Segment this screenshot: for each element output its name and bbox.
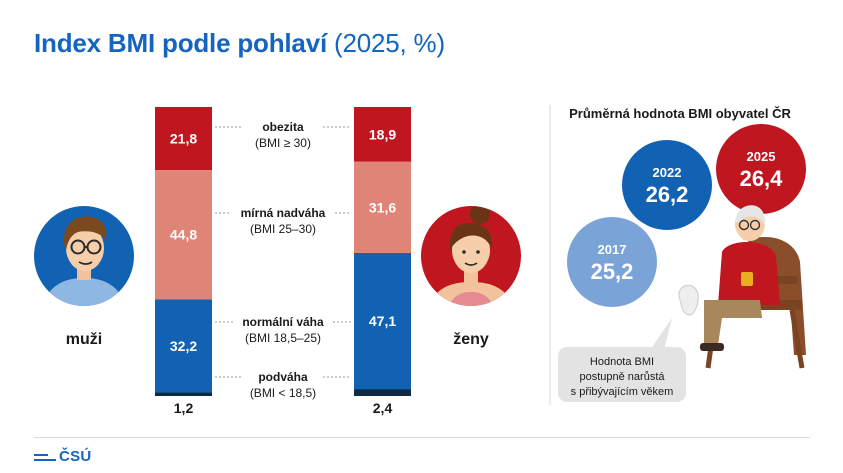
speech-note: Hodnota BMI postupně narůstá s přibývají… [558, 318, 686, 402]
title-suffix: (2025, %) [334, 28, 445, 58]
bar-nadvaha-1 [354, 161, 411, 253]
average-title: Průměrná hodnota BMI obyvatel ČR [569, 106, 791, 121]
value-label-normalni-0: 32,2 [170, 338, 197, 354]
category-range-podvaha: (BMI < 18,5) [250, 386, 316, 400]
bubble-2025 [716, 124, 806, 214]
bubble-2017 [567, 217, 657, 307]
value-label-normalni-1: 47,1 [369, 313, 396, 329]
page-title: Index BMI podle pohlaví (2025, %) [34, 28, 445, 59]
bar-normalni-0 [155, 299, 212, 393]
bubble-value-2025: 26,4 [740, 166, 784, 191]
bar-obezita-1 [354, 107, 411, 162]
bubble-year-2022: 2022 [653, 165, 682, 180]
grandpa-illustration [678, 205, 806, 369]
category-range-normalni: (BMI 18,5–25) [245, 331, 321, 345]
category-range-obezita: (BMI ≥ 30) [255, 136, 311, 150]
csu-logo: ČSÚ [34, 446, 92, 466]
man-avatar: muži [34, 206, 134, 348]
bubble-value-2017: 25,2 [591, 259, 634, 284]
bar-podvaha-0 [155, 392, 212, 396]
category-labels: podváha (BMI < 18,5) normální váha (BMI 18,… [215, 120, 351, 400]
bar-nadvaha-0 [155, 170, 212, 300]
note-line-2: postupně narůstá [579, 371, 665, 383]
bar-normalni-1 [354, 252, 411, 390]
category-range-nadvaha: (BMI 25–30) [250, 222, 316, 236]
value-label-podvaha-0: 1,2 [174, 400, 194, 416]
category-name-nadvaha: mírná nadváha [241, 206, 326, 220]
value-label-obezita-1: 18,9 [369, 126, 396, 142]
note-line-3: s přibývajícím věkem [571, 386, 674, 398]
value-label-podvaha-1: 2,4 [373, 400, 393, 416]
footer-divider [34, 437, 810, 438]
title-main: Index BMI podle pohlaví [34, 28, 327, 58]
woman-avatar: ženy [421, 206, 521, 348]
category-name-normalni: normální váha [242, 315, 324, 329]
category-name-obezita: obezita [262, 120, 304, 134]
value-label-nadvaha-1: 31,6 [369, 199, 396, 215]
bubble-value-2022: 26,2 [646, 182, 689, 207]
value-label-obezita-0: 21,8 [170, 131, 197, 147]
average-bubbles: 2017 25,2 2022 26,2 2025 26,4 [567, 124, 806, 307]
stacked-bars: 1,2 32,2 44,8 21,8 2,4 47,1 31,6 18,9 [155, 107, 411, 416]
logo-text: ČSÚ [59, 447, 92, 465]
note-line-1: Hodnota BMI [590, 356, 654, 368]
value-label-nadvaha-0: 44,8 [170, 227, 197, 243]
bubble-2022 [622, 140, 712, 230]
logo-lines-icon [34, 453, 56, 461]
bar-podvaha-1 [354, 389, 411, 396]
category-name-podvaha: podváha [258, 370, 308, 384]
bar-obezita-0 [155, 107, 212, 171]
bubble-year-2025: 2025 [747, 149, 776, 164]
gender-label-women: ženy [453, 331, 489, 348]
bubble-year-2017: 2017 [598, 242, 627, 257]
gender-label-men: muži [66, 331, 102, 348]
